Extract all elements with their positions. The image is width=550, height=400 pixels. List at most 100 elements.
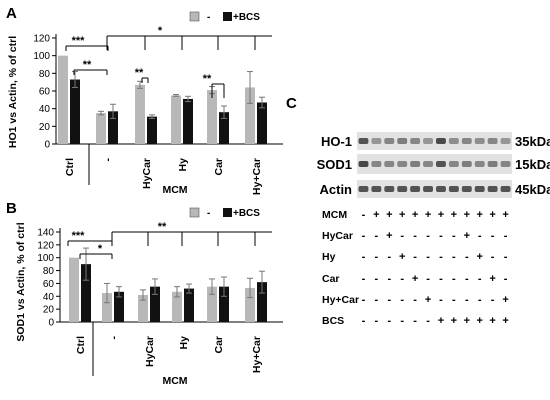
blot-condition-mark: - [439,251,443,263]
legend-label-control: - [207,12,210,23]
legend-swatch-control [189,11,200,22]
blot-condition-mark: + [399,251,405,263]
blot-band [448,186,459,192]
blot-condition-mark: - [439,230,443,242]
x-tick-label: HyCar [144,336,156,367]
blot-band [384,161,395,167]
blot-size-label: 45kDa [515,182,550,197]
blot-condition-mark: - [413,315,417,327]
bar-bcs [147,116,157,144]
blot-condition-mark: + [438,315,444,327]
significance-label: ** [135,67,144,79]
blot-condition-mark: + [489,209,495,221]
blot-band [410,186,421,192]
blot-condition-mark: + [476,209,482,221]
blot-condition-mark: + [425,209,431,221]
blot-condition-mark: + [425,294,431,306]
blot-band [384,138,395,144]
blot-condition-mark: + [476,251,482,263]
group-label: MCM [162,375,187,387]
significance-label: * [158,25,163,37]
blot-band [371,186,382,192]
bar-control [172,291,182,322]
blot-condition-mark: + [464,230,470,242]
blot-condition-label: HyCar [322,230,353,242]
bar-control [138,295,148,322]
blot-condition-mark: - [452,230,456,242]
x-tick-label: Hy+Car [251,158,263,195]
blot-condition-mark: - [491,230,495,242]
blot-condition-mark: - [491,251,495,263]
blot-band [358,138,369,144]
x-tick-label: Hy [178,336,190,350]
bar-control [69,257,79,322]
blot-band [436,138,446,144]
blot-condition-mark: - [426,230,430,242]
significance-label: * [98,243,103,255]
blot-condition-label: Hy+Car [322,294,359,306]
y-tick-label: 40 [43,292,55,303]
blot-condition-mark: + [451,209,457,221]
blot-band [410,138,421,144]
blot-condition-mark: - [387,251,391,263]
bar-bcs [70,79,80,144]
legend-swatch-bcs [223,12,232,21]
blot-band [397,138,408,144]
bar-bcs [184,288,194,322]
blot-condition-mark: - [375,294,379,306]
blot-condition-mark: - [439,294,443,306]
blot-band [358,186,369,192]
blot-condition-mark: - [362,251,366,263]
blot-condition-mark: - [362,209,366,221]
blot-band [461,186,472,192]
blot-band [500,186,511,192]
blot-band [448,161,459,167]
blot-condition-mark: - [478,230,482,242]
blot-condition-mark: - [413,251,417,263]
bar-bcs [183,98,193,144]
blot-condition-mark: - [426,251,430,263]
bar-control [207,286,217,322]
blot-band [448,138,459,144]
legend-label-bcs: +BCS [233,12,260,23]
blot-band [397,161,408,167]
x-tick-label: Ctrl [64,158,76,176]
blot-band [500,138,511,144]
bar-control [135,84,145,144]
blot-condition-mark: - [400,230,404,242]
blot-condition-mark: - [400,294,404,306]
blot-condition-mark: + [464,209,470,221]
blot-condition-mark: + [399,209,405,221]
x-tick-label: Ctrl [75,336,87,354]
bar-bcs [81,264,91,322]
blot-condition-mark: - [375,315,379,327]
bar-bcs [257,282,267,322]
blot-band [474,186,485,192]
blot-band [474,161,485,167]
legend-label-control: - [207,208,210,219]
blot-protein-label: SOD1 [317,157,352,172]
significance-label: ** [83,59,92,71]
blot-condition-mark: - [465,251,469,263]
blot-condition-mark: - [387,273,391,285]
blot-condition-mark: + [489,315,495,327]
blot-protein-label: HO-1 [321,134,352,149]
blot-strip [357,154,512,174]
y-tick-label: 0 [44,140,50,151]
significance-label: ** [158,221,167,233]
blot-condition-mark: + [373,209,379,221]
blot-condition-mark: - [362,273,366,285]
blot-condition-mark: - [400,315,404,327]
blot-condition-mark: + [386,230,392,242]
blot-condition-mark: - [426,273,430,285]
bar-bcs [257,102,267,144]
blot-condition-mark: - [375,230,379,242]
blot-band [371,161,382,167]
y-tick-label: 120 [33,34,50,45]
y-tick-label: 60 [43,279,55,290]
blot-condition-mark: - [504,230,508,242]
blot-condition-mark: - [452,251,456,263]
blot-condition-mark: - [413,230,417,242]
bar-bcs [219,286,229,322]
